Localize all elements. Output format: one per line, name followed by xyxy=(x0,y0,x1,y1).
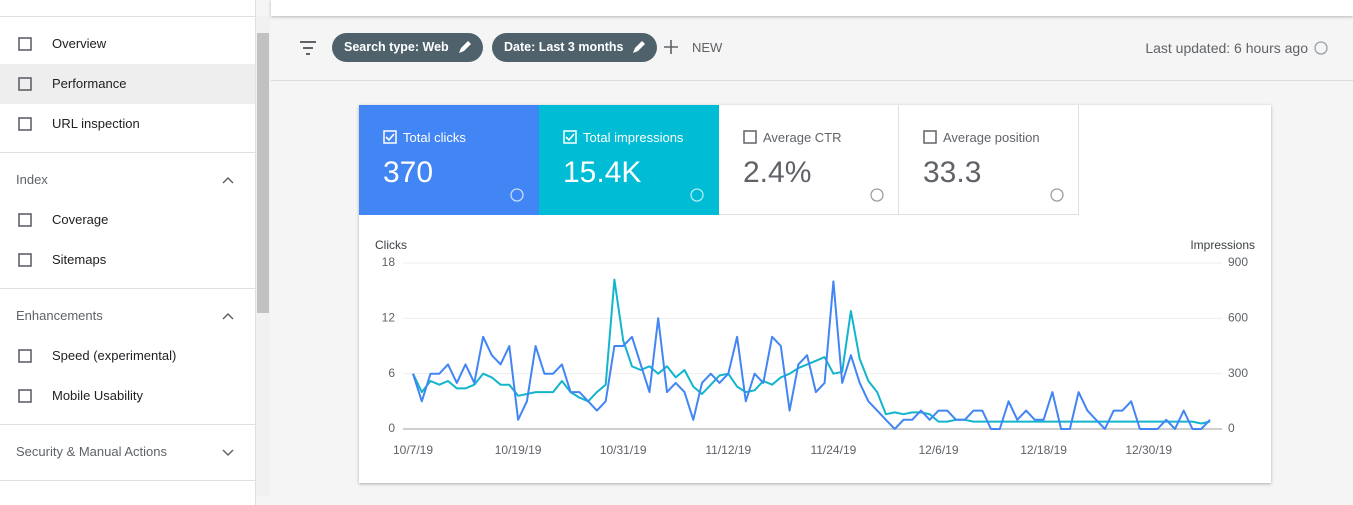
help-icon xyxy=(1314,41,1328,55)
nav-icon xyxy=(18,37,32,51)
metric-value: 15.4K xyxy=(563,156,642,189)
scroll-thumb xyxy=(257,33,269,313)
filter-chip[interactable]: Search type: Web xyxy=(332,33,483,62)
y2-tick-label: 0 xyxy=(1228,421,1235,435)
filter-chip[interactable]: Date: Last 3 months xyxy=(492,33,658,62)
nav-item[interactable]: Overview xyxy=(52,36,107,51)
last-updated: Last updated: 6 hours ago xyxy=(1145,40,1308,56)
x-tick-label: 12/6/19 xyxy=(918,443,958,457)
x-tick-label: 10/19/19 xyxy=(495,443,542,457)
check-mark xyxy=(565,133,575,142)
nav-icon xyxy=(18,117,32,131)
checkbox xyxy=(563,130,577,144)
chevron xyxy=(222,176,234,184)
divider xyxy=(0,152,255,153)
divider xyxy=(0,480,255,481)
nav-item[interactable]: URL inspection xyxy=(52,116,140,131)
help-icon xyxy=(510,188,524,202)
x-tick-label: 12/30/19 xyxy=(1125,443,1172,457)
help-icon xyxy=(870,188,884,202)
toolbar-divider xyxy=(271,80,1353,81)
check-mark xyxy=(385,133,395,142)
nav-item[interactable]: Performance xyxy=(52,76,127,91)
metric-label: Total impressions xyxy=(583,130,684,145)
new-button[interactable]: NEW xyxy=(692,40,723,55)
y2-tick-label: 600 xyxy=(1228,311,1248,325)
series-line xyxy=(412,278,1211,425)
help-icon xyxy=(1050,188,1064,202)
x-tick-label: 11/12/19 xyxy=(705,443,751,457)
metric-card[interactable] xyxy=(899,105,1079,215)
section-title[interactable]: Index xyxy=(16,172,48,187)
nav-icon xyxy=(18,253,32,267)
y-tick-label: 18 xyxy=(382,255,396,269)
metric-value: 370 xyxy=(383,156,434,189)
divider xyxy=(0,288,255,289)
y2-tick-label: 300 xyxy=(1228,366,1248,380)
y2-tick-label: 900 xyxy=(1228,255,1248,269)
metric-label: Total clicks xyxy=(403,130,466,145)
x-tick-label: 11/24/19 xyxy=(810,443,856,457)
edit-icon xyxy=(459,41,471,53)
nav-item[interactable]: Coverage xyxy=(52,212,109,227)
metric-label: Average CTR xyxy=(763,130,842,145)
x-tick-label: 10/31/19 xyxy=(600,443,647,457)
nav-icon xyxy=(18,349,32,363)
add-icon[interactable] xyxy=(662,38,680,56)
metric-value: 33.3 xyxy=(923,156,982,189)
checkbox xyxy=(743,130,757,144)
nav-active xyxy=(0,64,255,104)
y-tick-label: 6 xyxy=(388,366,395,380)
y2-axis-label: Impressions xyxy=(1190,238,1255,252)
x-tick-label: 12/18/19 xyxy=(1020,443,1067,457)
metric-card[interactable] xyxy=(719,105,899,215)
x-tick-label: 10/7/19 xyxy=(393,443,433,457)
chevron xyxy=(222,312,234,320)
nav-icon xyxy=(18,213,32,227)
metric-value: 2.4% xyxy=(743,156,812,189)
nav-item[interactable]: Speed (experimental) xyxy=(52,348,177,363)
help-icon xyxy=(690,188,704,202)
series-line xyxy=(412,280,1211,430)
section-title[interactable]: Security & Manual Actions xyxy=(16,444,168,459)
y-axis-label: Clicks xyxy=(375,238,407,252)
nav-item[interactable]: Mobile Usability xyxy=(52,388,144,403)
metric-label: Average position xyxy=(943,130,1040,145)
edit-icon xyxy=(633,41,645,53)
y-tick-label: 12 xyxy=(382,311,396,325)
filter-icon[interactable] xyxy=(298,38,318,58)
divider xyxy=(0,424,255,425)
top-strip xyxy=(271,0,1353,16)
chevron xyxy=(222,449,234,457)
metric-card[interactable] xyxy=(359,105,539,215)
nav-icon xyxy=(18,389,32,403)
sidebar-border xyxy=(0,16,255,17)
nav-icon xyxy=(18,77,32,91)
section-title[interactable]: Enhancements xyxy=(16,308,103,323)
nav-item[interactable]: Sitemaps xyxy=(52,252,107,267)
checkbox xyxy=(923,130,937,144)
checkbox xyxy=(383,130,397,144)
y-tick-label: 0 xyxy=(388,421,395,435)
metric-card[interactable] xyxy=(539,105,719,215)
